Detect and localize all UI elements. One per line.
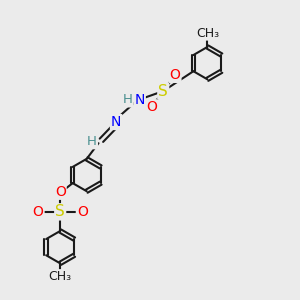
Text: CH₃: CH₃ [49,270,72,283]
Text: O: O [169,68,181,82]
Text: O: O [55,185,66,199]
Text: S: S [55,204,65,219]
Text: O: O [77,205,88,219]
Text: N: N [111,115,121,129]
Text: O: O [33,205,44,219]
Text: H: H [122,93,132,106]
Text: O: O [146,100,157,114]
Text: H: H [87,135,97,148]
Text: N: N [134,93,145,107]
Text: CH₃: CH₃ [196,27,219,40]
Text: S: S [158,84,168,99]
